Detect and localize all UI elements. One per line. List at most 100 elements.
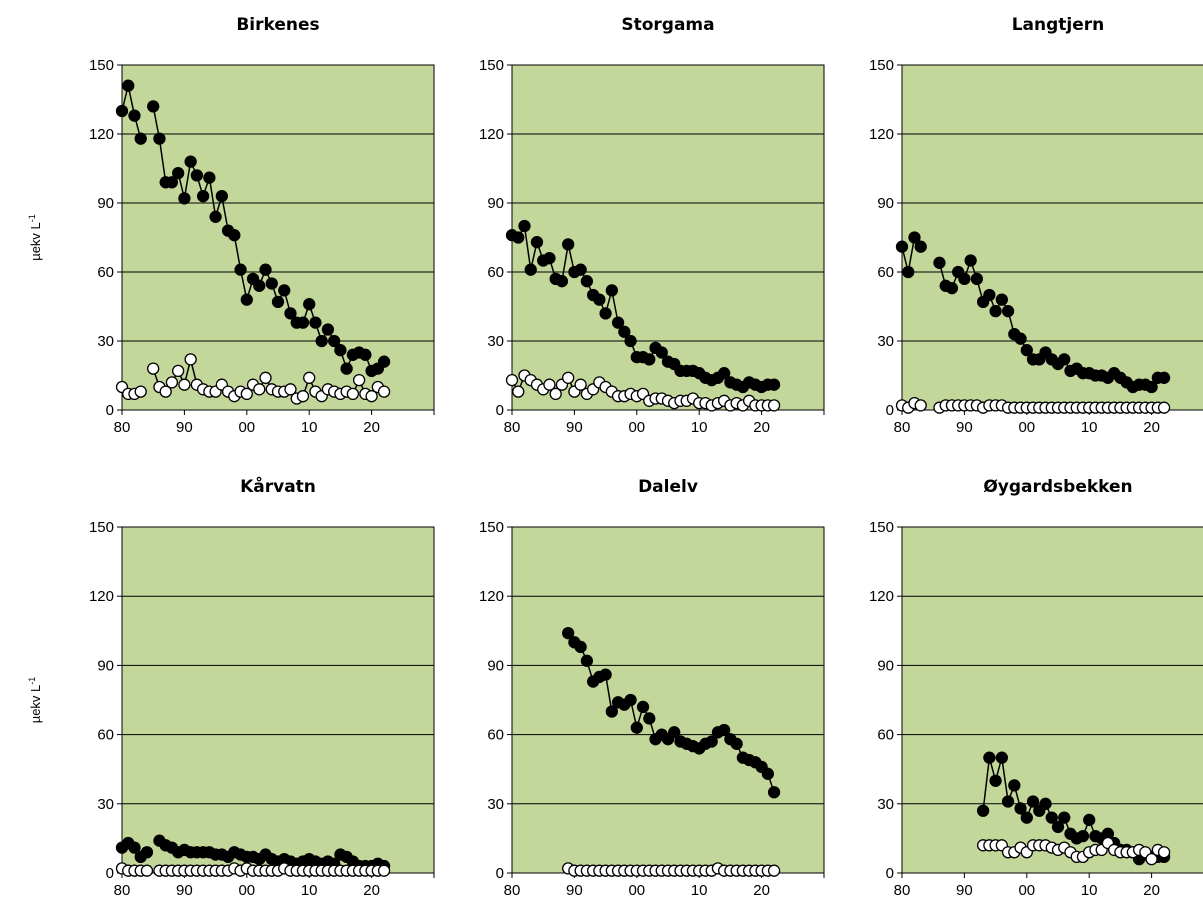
y-tick-label: 90 — [97, 657, 114, 674]
data-point — [730, 737, 743, 750]
data-point — [914, 240, 927, 253]
data-point — [321, 323, 335, 336]
panel-title: Langtjern — [1012, 15, 1105, 35]
y-tick-label: 60 — [877, 727, 894, 744]
data-point — [359, 348, 372, 361]
data-point — [284, 307, 297, 320]
x-tick-label: 20 — [363, 882, 380, 899]
data-point — [1008, 779, 1021, 792]
data-point — [377, 385, 391, 398]
series-open — [895, 396, 1171, 414]
y-tick-label: 150 — [479, 519, 504, 536]
x-tick-label: 20 — [1143, 882, 1160, 899]
data-point — [172, 364, 185, 378]
y-tick-label: 0 — [106, 865, 114, 882]
data-point — [599, 307, 612, 320]
y-axis-label: µekv L-1 — [27, 214, 43, 261]
data-point — [580, 275, 594, 288]
data-point — [265, 277, 278, 290]
data-point — [605, 284, 618, 297]
data-point — [377, 864, 391, 877]
data-point — [134, 385, 147, 398]
data-point — [970, 272, 984, 286]
data-point — [259, 371, 272, 384]
series-filled — [895, 231, 1171, 394]
data-point — [989, 304, 1002, 318]
y-tick-label: 120 — [479, 588, 504, 605]
panel-2: 0 30 60 90 120 150 80 90 00 10 20 Langtjern — [869, 15, 1203, 436]
data-point — [945, 281, 959, 295]
x-tick-label: 10 — [301, 419, 318, 436]
x-tick-label: 90 — [956, 882, 973, 899]
x-tick-label: 80 — [504, 882, 521, 899]
data-point — [512, 385, 525, 398]
data-point — [259, 263, 272, 276]
data-point — [705, 735, 718, 748]
panel-3: 0 30 60 90 120 150 80 90 00 10 20 Kårvatn µekv L-1 — [27, 475, 435, 899]
x-tick-label: 00 — [628, 419, 645, 436]
data-point — [1001, 795, 1015, 808]
x-tick-label: 10 — [691, 882, 708, 899]
y-tick-label: 60 — [487, 727, 504, 744]
data-point — [153, 132, 166, 145]
data-point — [983, 751, 996, 764]
y-tick-label: 150 — [89, 57, 114, 74]
data-point — [346, 387, 360, 401]
data-point — [159, 385, 172, 398]
data-point — [574, 263, 587, 276]
y-tick-label: 120 — [479, 126, 504, 143]
data-point — [377, 355, 391, 368]
data-point — [303, 298, 316, 311]
data-point — [767, 378, 781, 391]
data-point — [518, 219, 531, 233]
data-point — [574, 640, 587, 654]
plot-area — [121, 64, 435, 411]
data-point — [908, 231, 921, 244]
x-tick-label: 00 — [238, 419, 255, 436]
y-axis-label-superscript: -1 — [27, 214, 37, 222]
data-point — [240, 387, 253, 401]
x-tick-label: 20 — [753, 419, 770, 436]
y-tick-label: 150 — [869, 57, 894, 74]
data-point — [147, 362, 160, 375]
data-point — [296, 316, 310, 329]
data-point — [240, 293, 253, 306]
data-point — [761, 767, 774, 780]
x-tick-label: 10 — [691, 419, 708, 436]
x-tick-label: 10 — [1081, 882, 1098, 899]
series-open — [115, 862, 391, 877]
y-tick-label: 30 — [487, 333, 504, 350]
panel-title: Dalelv — [638, 477, 698, 497]
series-filled — [505, 219, 781, 394]
y-tick-label: 0 — [886, 865, 894, 882]
y-tick-label: 0 — [496, 402, 504, 419]
data-point — [636, 700, 650, 714]
data-point — [524, 263, 537, 276]
data-point — [340, 362, 353, 375]
data-point — [593, 293, 606, 306]
data-point — [599, 668, 612, 681]
series-filled — [562, 626, 781, 799]
data-point — [234, 263, 247, 276]
data-point — [767, 786, 781, 799]
data-point — [203, 171, 216, 184]
data-point — [895, 240, 909, 253]
panel-0: 0 30 60 90 120 150 80 90 00 10 20 Birkenes µekv L-1 — [27, 15, 435, 436]
data-point — [655, 346, 668, 359]
data-point — [1083, 813, 1096, 827]
y-tick-label: 90 — [487, 195, 504, 212]
data-point — [1157, 371, 1171, 384]
panel-1: 0 30 60 90 120 150 80 90 00 10 20 Storgama — [479, 15, 825, 436]
data-point — [964, 254, 977, 267]
data-point — [1058, 353, 1071, 366]
data-point — [580, 654, 594, 667]
data-point — [574, 378, 587, 391]
panel-title: Kårvatn — [240, 475, 316, 497]
y-tick-label: 30 — [877, 333, 894, 350]
data-point — [1026, 795, 1040, 808]
data-point — [767, 864, 781, 877]
x-tick-label: 90 — [566, 419, 583, 436]
panel-title: Øygardsbekken — [983, 477, 1132, 497]
data-point — [995, 293, 1008, 306]
data-point — [549, 387, 562, 401]
